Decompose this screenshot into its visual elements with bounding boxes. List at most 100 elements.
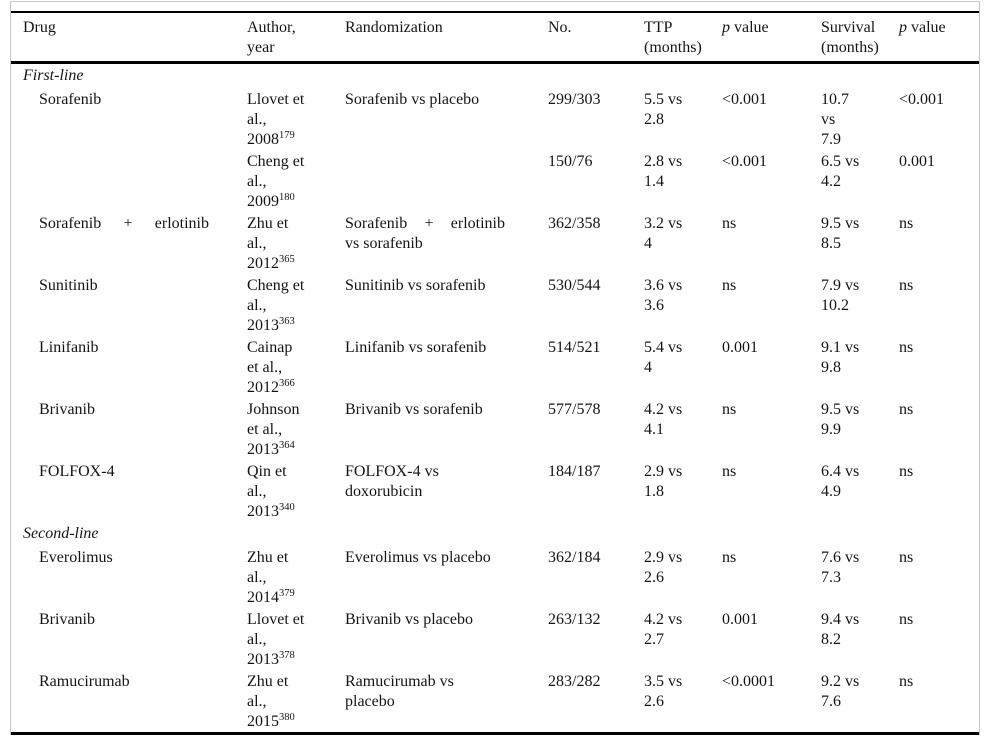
citation-ref: 366 bbox=[279, 378, 295, 389]
cell-author: Cainap et al., 2012366 bbox=[247, 338, 345, 398]
cell-line: Author, bbox=[247, 19, 296, 36]
cell-line: 2013340 bbox=[247, 502, 295, 520]
cell-line: Everolimus vs placebo bbox=[345, 549, 491, 566]
cell-line: 9.5 vs bbox=[821, 215, 860, 232]
cell-line: Llovet et bbox=[247, 611, 305, 628]
cell-line: 2012365 bbox=[247, 254, 295, 272]
cell-line: ns bbox=[899, 277, 914, 294]
cell-line: Randomization bbox=[345, 19, 443, 36]
cell-surv: 6.4 vs 4.9 bbox=[821, 462, 899, 502]
cell-line: 10.2 bbox=[821, 297, 849, 314]
cell-ttp: 3.5 vs 2.6 bbox=[644, 672, 722, 712]
cell-line: vs bbox=[821, 111, 836, 128]
cell-line: 3.6 bbox=[644, 297, 664, 314]
cell-line: Sorafenib + erlotinib bbox=[345, 215, 505, 232]
cell-surv: 7.6 vs 7.3 bbox=[821, 548, 899, 588]
table-row: Sorafenib + erlotinib Zhu et al., 2012365 So… bbox=[11, 212, 979, 274]
cell-line: 4.2 vs bbox=[644, 401, 683, 418]
cell-line: 9.1 vs bbox=[821, 339, 860, 356]
cell-ttp: 4.2 vs 4.1 bbox=[644, 400, 722, 440]
cell-line: placebo bbox=[345, 693, 395, 710]
cell-line: Everolimus bbox=[39, 549, 113, 566]
col-header-no: No. bbox=[548, 18, 644, 38]
cell-drug: Ramucirumab bbox=[11, 672, 247, 692]
cell-p1: ns bbox=[722, 400, 821, 420]
cell-p2: ns bbox=[899, 400, 979, 420]
cell-author: Cheng et al., 2013363 bbox=[247, 276, 345, 336]
cell-line: 362/184 bbox=[548, 549, 601, 566]
cell-line: Sunitinib vs sorafenib bbox=[345, 277, 486, 294]
cell-p1: ns bbox=[722, 214, 821, 234]
italic-text: p bbox=[899, 19, 907, 36]
cell-line: 4.1 bbox=[644, 421, 664, 438]
cell-surv: 7.9 vs 10.2 bbox=[821, 276, 899, 316]
cell-no: 150/76 bbox=[548, 152, 644, 172]
cell-surv: 10.7 vs 7.9 bbox=[821, 90, 899, 150]
cell-rand: Brivanib vs placebo bbox=[345, 610, 548, 630]
cell-line: 2.8 vs bbox=[644, 153, 683, 170]
cell-rand: Sorafenib + erlotinib vs sorafenib bbox=[345, 214, 548, 254]
cell-line: ns bbox=[899, 611, 914, 628]
citation-ref: 379 bbox=[279, 588, 295, 599]
cell-line: 8.5 bbox=[821, 235, 841, 252]
cell-line: <0.001 bbox=[899, 91, 945, 108]
cell-line: ns bbox=[722, 215, 737, 232]
cell-no: 283/282 bbox=[548, 672, 644, 692]
cell-line: Linifanib bbox=[39, 339, 99, 356]
citation-ref: 365 bbox=[279, 254, 295, 265]
cell-line: al., bbox=[247, 235, 267, 252]
cell-drug: Linifanib bbox=[11, 338, 247, 358]
cell-line: 3.5 vs bbox=[644, 673, 683, 690]
cell-p1: 0.001 bbox=[722, 610, 821, 630]
cell-line: ns bbox=[722, 463, 737, 480]
cell-line: Zhu et bbox=[247, 215, 289, 232]
table-row: FOLFOX-4 Qin et al., 2013340 FOLFOX-4 vs doxo… bbox=[11, 460, 979, 522]
cell-line: 0.001 bbox=[899, 153, 935, 170]
cell-line: 2013363 bbox=[247, 316, 295, 334]
cell-line: 2.8 bbox=[644, 111, 664, 128]
cell-line: ns bbox=[722, 401, 737, 418]
cell-line: al., bbox=[247, 693, 267, 710]
cell-line: 283/282 bbox=[548, 673, 601, 690]
cell-line: Qin et bbox=[247, 463, 287, 480]
cell-line: 1.4 bbox=[644, 173, 664, 190]
cell-line: <0.001 bbox=[722, 153, 768, 170]
cell-line: al., bbox=[247, 631, 267, 648]
cell-line: p value bbox=[899, 19, 946, 36]
cell-line: 2015380 bbox=[247, 712, 295, 730]
cell-p1: ns bbox=[722, 548, 821, 568]
cell-line: ns bbox=[722, 277, 737, 294]
cell-line: ns bbox=[899, 673, 914, 690]
cell-line: 2.6 bbox=[644, 693, 664, 710]
table-frame: Drug Author, year Randomization No. TTP (month… bbox=[10, 1, 980, 735]
cell-line: 150/76 bbox=[548, 153, 593, 170]
cell-line: ns bbox=[899, 215, 914, 232]
cell-line: Brivanib vs placebo bbox=[345, 611, 473, 628]
cell-line: 184/187 bbox=[548, 463, 601, 480]
cell-line: 9.5 vs bbox=[821, 401, 860, 418]
cell-ttp: 3.2 vs 4 bbox=[644, 214, 722, 254]
cell-surv: 9.5 vs 8.5 bbox=[821, 214, 899, 254]
cell-line: al., bbox=[247, 297, 267, 314]
cell-line: 3.2 vs bbox=[644, 215, 683, 232]
cell-surv: 9.4 vs 8.2 bbox=[821, 610, 899, 650]
cell-line: Ramucirumab vs bbox=[345, 673, 454, 690]
cell-line: ns bbox=[722, 549, 737, 566]
cell-surv: 9.1 vs 9.8 bbox=[821, 338, 899, 378]
cell-line: 577/578 bbox=[548, 401, 601, 418]
cell-p2: ns bbox=[899, 462, 979, 482]
cell-line: p value bbox=[722, 19, 769, 36]
cell-rand: Everolimus vs placebo bbox=[345, 548, 548, 568]
citation-ref: 363 bbox=[279, 316, 295, 327]
cell-line: Survival bbox=[821, 19, 876, 36]
cell-line: 7.9 vs bbox=[821, 277, 860, 294]
cell-line: 2.7 bbox=[644, 631, 664, 648]
cell-line: 4 bbox=[644, 359, 652, 376]
cell-p2: ns bbox=[899, 276, 979, 296]
cell-line: 2012366 bbox=[247, 378, 295, 396]
cell-line: Sunitinib bbox=[39, 277, 98, 294]
cell-line: Llovet et bbox=[247, 91, 305, 108]
cell-p1: ns bbox=[722, 276, 821, 296]
cell-line: 9.4 vs bbox=[821, 611, 860, 628]
col-header-drug: Drug bbox=[11, 18, 247, 38]
